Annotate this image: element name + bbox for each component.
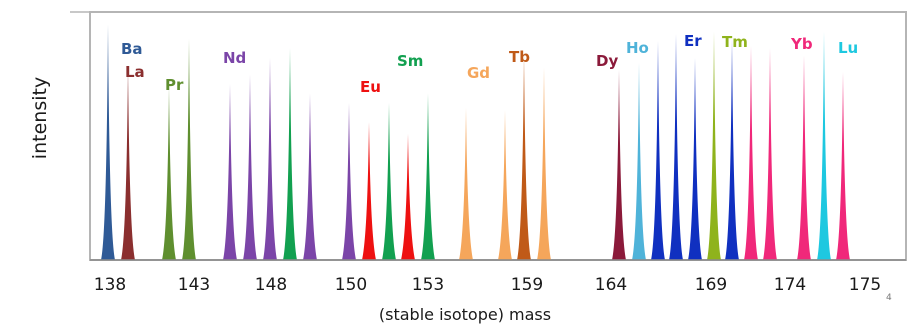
peak-er: [688, 57, 702, 261]
peak-series: [101, 24, 850, 261]
peak-sm: [421, 93, 435, 261]
peak-ho: [632, 62, 646, 261]
peak-er: [725, 38, 739, 260]
peak-yb: [763, 48, 777, 261]
peak-eu: [401, 133, 415, 260]
element-label-pr: Pr: [165, 76, 184, 94]
peak-er: [651, 41, 665, 260]
x-tick-label: 175: [849, 275, 881, 295]
peak-tm: [707, 31, 721, 260]
x-tick-label: 169: [695, 275, 727, 295]
x-tick-labels: 138 143 148 150 153 159 164 169 174 175: [94, 275, 881, 295]
peak-tb: [517, 52, 531, 260]
element-label-ba: Ba: [121, 40, 143, 58]
peak-gd: [498, 110, 512, 260]
x-tick-label: 174: [774, 275, 806, 295]
peak-dy: [612, 69, 626, 260]
peak-yb: [744, 45, 758, 260]
element-label-eu: Eu: [360, 78, 381, 96]
peak-gd: [459, 107, 473, 261]
peak-nd: [263, 57, 277, 261]
peak-yb: [797, 55, 811, 260]
element-label-dy: Dy: [596, 52, 618, 70]
element-label-gd: Gd: [467, 64, 490, 82]
element-label-tb: Tb: [509, 48, 530, 66]
peak-la: [121, 64, 135, 260]
element-label-lu: Lu: [838, 39, 858, 57]
peak-gd: [537, 67, 551, 260]
peak-nd: [243, 74, 257, 260]
element-label-tm: Tm: [722, 33, 748, 51]
x-tick-label: 148: [255, 275, 287, 295]
element-label-er: Er: [684, 32, 702, 50]
x-tick-label: 138: [94, 275, 126, 295]
peak-sm: [283, 48, 297, 261]
peak-er: [669, 33, 683, 261]
element-label-yb: Yb: [790, 35, 813, 53]
peak-pr: [162, 86, 176, 260]
peak-lu: [817, 31, 831, 260]
peak-eu: [362, 121, 376, 261]
peak-nd: [303, 93, 317, 261]
x-tick-label: 159: [511, 275, 543, 295]
peak-ba: [101, 24, 115, 260]
peak-sm: [382, 102, 396, 260]
peak-yb: [836, 71, 850, 260]
element-label-nd: Nd: [223, 49, 246, 67]
x-tick-label: 150: [335, 275, 367, 295]
element-labels: Ba La Pr Nd Eu Sm Gd Tb Dy Ho Er Tm Yb Lu: [121, 32, 858, 96]
element-label-sm: Sm: [397, 52, 423, 70]
element-label-la: La: [125, 63, 145, 81]
peak-pr: [182, 38, 196, 260]
x-axis-label: (stable isotope) mass: [379, 305, 551, 324]
x-tick-label: 153: [412, 275, 444, 295]
x-tick-label: 164: [595, 275, 627, 295]
element-label-ho: Ho: [626, 39, 649, 57]
corner-note: 4: [886, 293, 892, 303]
peak-nd: [223, 83, 237, 260]
peak-nd: [342, 102, 356, 260]
x-tick-label: 143: [178, 275, 210, 295]
y-axis-label: intensity: [29, 77, 51, 159]
plot-area: [89, 11, 907, 261]
